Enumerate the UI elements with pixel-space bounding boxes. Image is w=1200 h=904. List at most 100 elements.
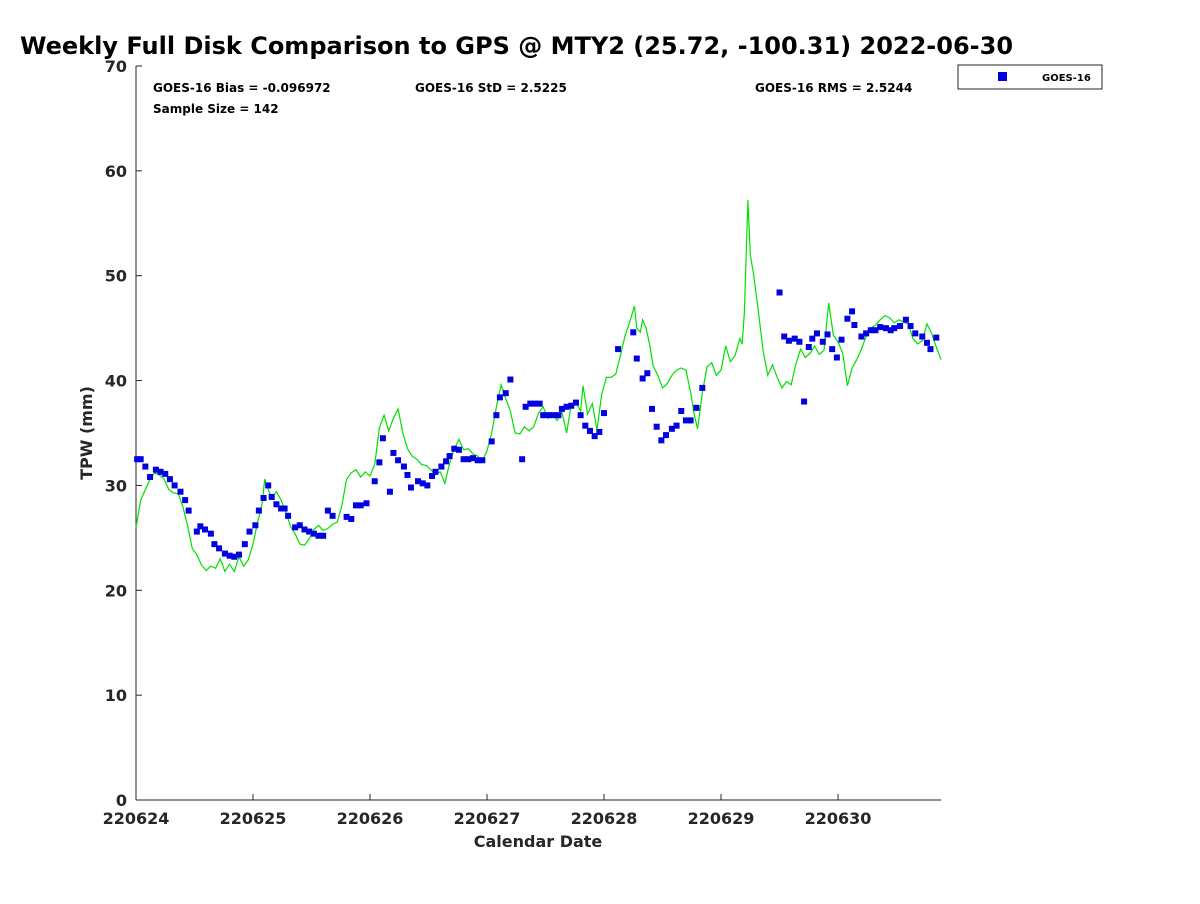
goes-point [555,412,562,419]
goes-point [296,522,303,529]
goes-point [824,331,831,338]
y-tick-label: 60 [105,162,127,181]
gps-line [135,200,942,573]
goes-point [863,330,870,337]
goes-point [902,316,909,323]
goes-point [829,346,836,353]
goes-point [142,463,149,470]
goes-point [202,526,209,533]
goes-point [474,457,481,464]
x-tick-label: 220624 [103,809,170,828]
goes-point [648,405,655,412]
goes-point [663,432,670,439]
goes-point [673,422,680,429]
goes-point [639,375,646,382]
goes-point [851,321,858,328]
goes-point [781,333,788,340]
goes-point [268,493,275,500]
y-tick-label: 0 [116,791,127,810]
y-tick-label: 10 [105,686,127,705]
goes-point [207,530,214,537]
goes-point [644,370,651,377]
goes-point [465,456,472,463]
goes-point [872,327,879,334]
goes-point [531,400,538,407]
goes-point [177,488,184,495]
goes-point [162,470,169,477]
goes-point [455,446,462,453]
goes-point [479,457,486,464]
goes-point [550,412,557,419]
goes-point [883,325,890,332]
goes-point [285,512,292,519]
goes-point [429,472,436,479]
goes-point [306,528,313,535]
rms-label: GOES-16 RMS = 2.5244 [755,81,912,95]
goes-point [400,463,407,470]
goes-point [182,497,189,504]
goes-point [371,478,378,485]
goes-point [568,402,575,409]
goes-point [376,459,383,466]
goes-point [933,334,940,341]
goes-point [281,505,288,512]
goes-point [907,323,914,330]
gps-series [135,200,942,573]
goes-point [522,403,529,410]
goes-point [197,523,204,530]
goes-point [357,502,364,509]
goes-point [809,335,816,342]
goes-point [231,553,238,560]
goes-point [586,427,593,434]
goes-point [493,412,500,419]
goes-point [166,476,173,483]
x-axis-label: Calendar Date [474,832,603,851]
goes-point [152,466,159,473]
goes-point [134,456,141,463]
y-tick-label: 40 [105,372,127,391]
goes-point [527,400,534,407]
goes-point [577,412,584,419]
goes-point [185,507,192,514]
goes-point [849,308,856,315]
legend-box [957,64,1103,90]
goes-point [897,323,904,330]
goes-point [443,458,450,465]
goes-point [226,552,233,559]
legend-label-goes: GOES-16 [1042,73,1091,84]
goes-point [255,507,262,514]
goes-point [833,354,840,361]
y-axis-label: TPW (mm) [77,386,96,480]
goes-point [460,456,467,463]
y-tick-label: 50 [105,267,127,286]
goes-point [658,437,665,444]
goes-point [404,471,411,478]
goes-point [216,545,223,552]
goes-point [596,428,603,435]
x-tick-label: 220626 [337,809,404,828]
x-tick-label: 220628 [571,809,638,828]
goes-point [927,346,934,353]
goes-point [502,390,509,397]
goes-point [601,410,608,417]
bias-label: GOES-16 Bias = -0.096972 [153,81,331,95]
goes-point [446,453,453,460]
goes-point [844,315,851,322]
goes-point [292,524,299,531]
goes-point [252,522,259,529]
goes-point [265,482,272,489]
goes-point [352,502,359,509]
goes-point [912,330,919,337]
goes-point [591,433,598,440]
goes-point [536,400,543,407]
x-tick-label: 220630 [805,809,872,828]
goes-point [451,445,458,452]
goes-point [887,327,894,334]
sample-size-label: Sample Size = 142 [153,102,279,116]
x-axis-ticks: 220624 220625 220626 220627 220628 220629 2206… [103,794,872,828]
y-tick-label: 70 [105,57,127,76]
goes-point [241,541,248,548]
goes-point [699,384,706,391]
goes-point [301,526,308,533]
goes-point [278,505,285,512]
